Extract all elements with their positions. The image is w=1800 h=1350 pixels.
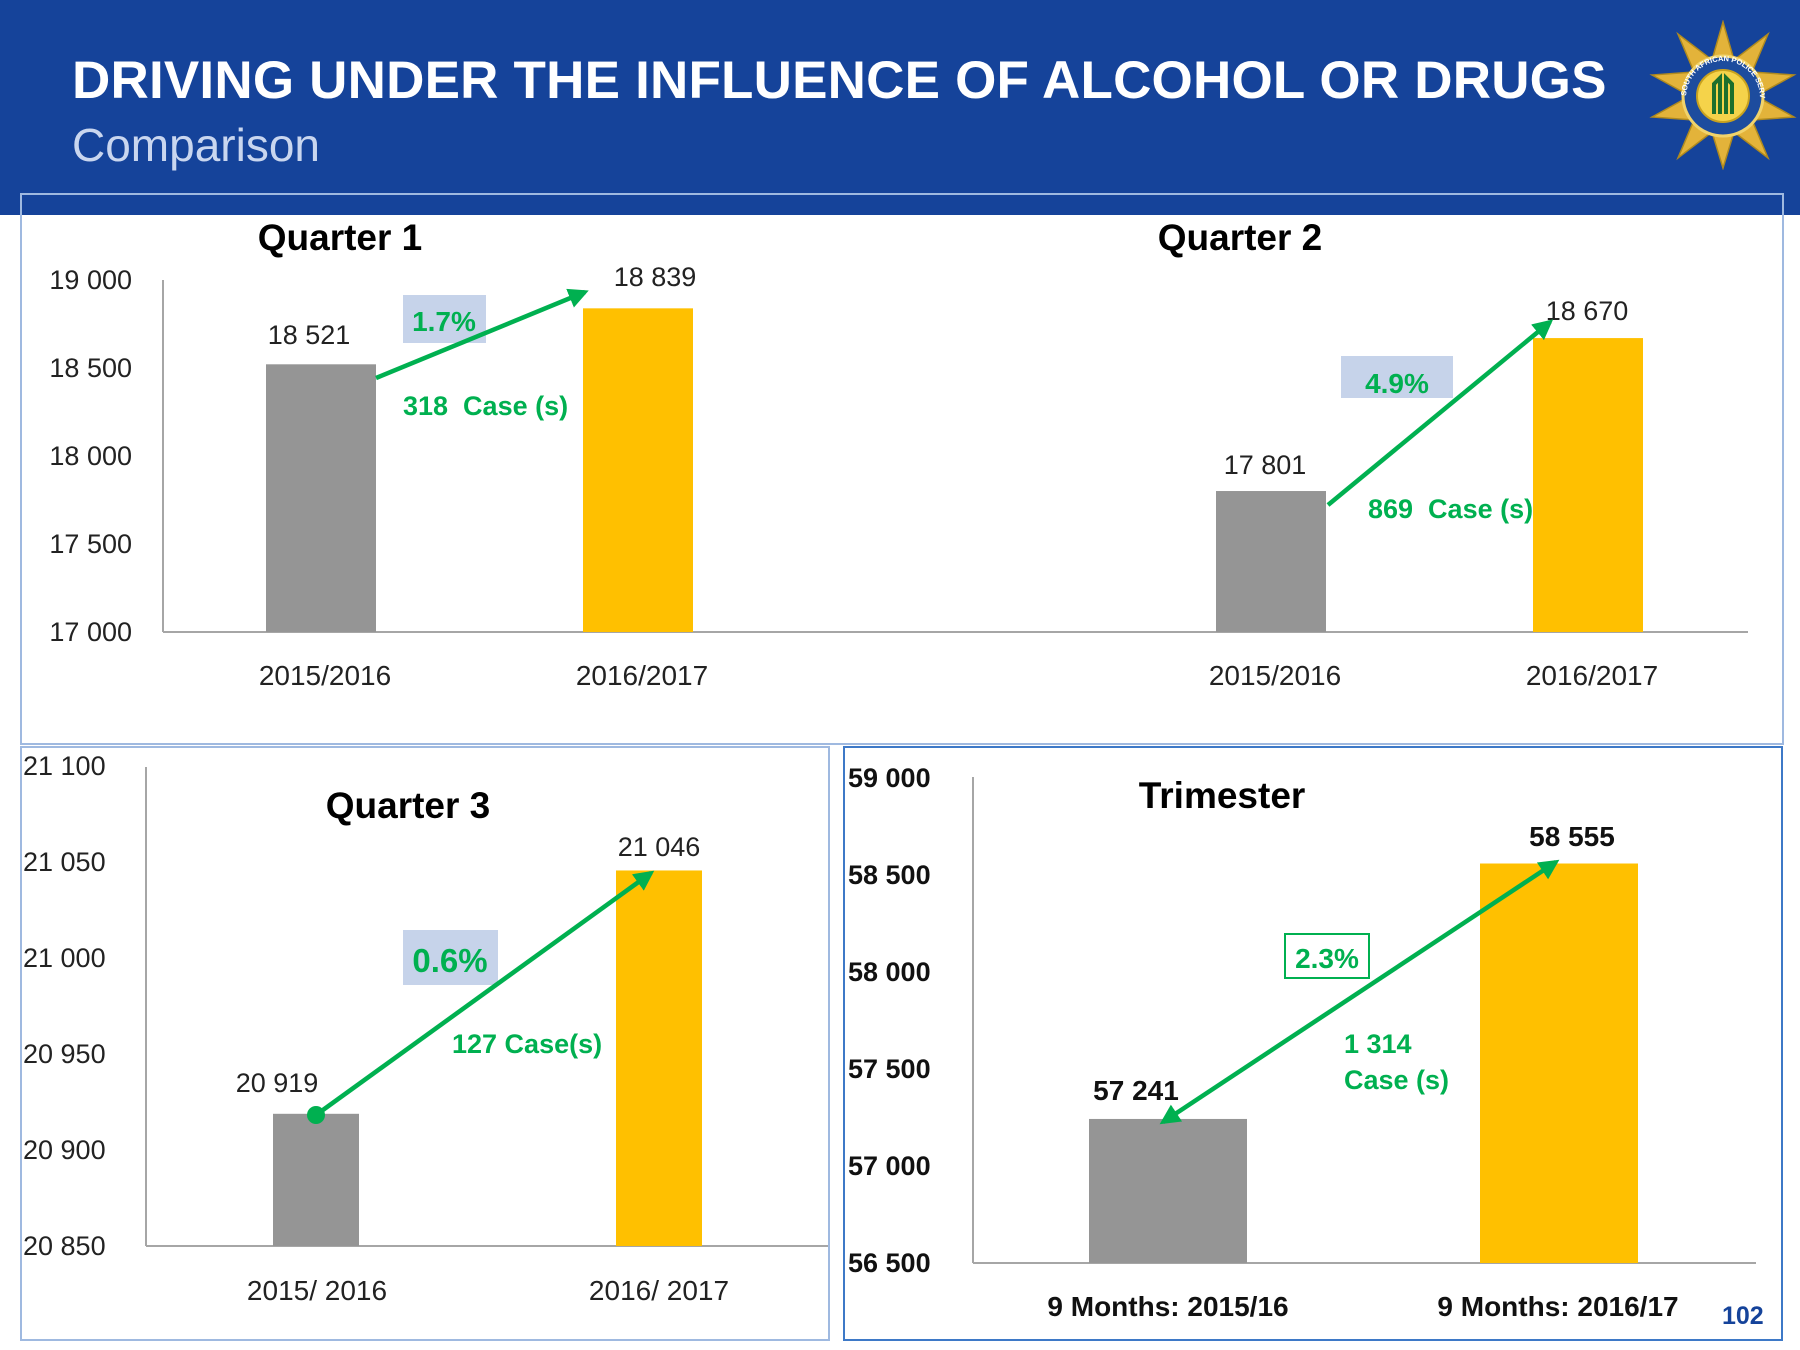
panel-trimester bbox=[843, 746, 1783, 1341]
chart-title-quarter-3: Quarter 3 bbox=[326, 785, 491, 826]
bar-trimester-2016-17 bbox=[1480, 863, 1638, 1263]
q3-ytick-label: 20 900 bbox=[23, 1135, 106, 1165]
tri-ytick-label: 59 000 bbox=[848, 763, 931, 793]
tri-ytick-label: 56 500 bbox=[848, 1248, 931, 1278]
tri-ytick-label: 57 000 bbox=[848, 1151, 931, 1181]
trend-arrow-trimester bbox=[1159, 859, 1560, 1125]
bar-q3-2016-2017 bbox=[616, 870, 702, 1246]
value-label-q1-2016-2017: 18 839 bbox=[614, 262, 697, 292]
bar-q2-2016-2017 bbox=[1533, 338, 1643, 632]
page-title: DRIVING UNDER THE INFLUENCE OF ALCOHOL O… bbox=[72, 51, 1607, 110]
x-label-q1-2016-2017: 2016/2017 bbox=[576, 660, 708, 691]
value-label-q2-2016-2017: 18 670 bbox=[1546, 296, 1629, 326]
cases-label-q1: 318 Case (s) bbox=[403, 391, 568, 421]
q12-ytick-label: 18 000 bbox=[49, 441, 132, 471]
page-number: 102 bbox=[1722, 1302, 1764, 1330]
value-label-q3-2016-2017: 21 046 bbox=[618, 832, 701, 862]
bar-q2-2015-2016 bbox=[1216, 491, 1326, 632]
q3-ytick-label: 21 100 bbox=[23, 751, 106, 781]
q12-ytick-label: 17 500 bbox=[49, 529, 132, 559]
percent-box-q1 bbox=[403, 295, 486, 343]
x-label-trimester-2015-16: 9 Months: 2015/16 bbox=[1047, 1291, 1288, 1322]
percent-label-q2: 4.9% bbox=[1365, 368, 1429, 399]
value-label-q3-2015-2016: 20 919 bbox=[236, 1068, 319, 1098]
percent-box-q2 bbox=[1341, 356, 1453, 398]
percent-label-q1: 1.7% bbox=[412, 306, 476, 337]
q12-ytick-label: 19 000 bbox=[49, 265, 132, 295]
panel-quarter-1-2 bbox=[20, 193, 1784, 745]
cases-label-trimester-line2: Case (s) bbox=[1344, 1065, 1449, 1095]
police-star-badge-icon: SOUTH AFRICAN POLICE SERVICE bbox=[1648, 20, 1797, 170]
value-label-trimester-2015-16: 57 241 bbox=[1093, 1075, 1179, 1106]
value-label-q1-2015-2016: 18 521 bbox=[268, 320, 351, 350]
value-label-q2-2015-2016: 17 801 bbox=[1224, 450, 1307, 480]
tri-ytick-label: 58 000 bbox=[848, 957, 931, 987]
bar-q1-2016-2017 bbox=[583, 308, 693, 632]
q3-ytick-label: 20 850 bbox=[23, 1231, 106, 1261]
q3-ytick-label: 20 950 bbox=[23, 1039, 106, 1069]
trend-arrow-q1 bbox=[375, 288, 589, 381]
tri-ytick-label: 57 500 bbox=[848, 1054, 931, 1084]
panel-quarter-3 bbox=[20, 746, 830, 1341]
trend-arrow-q3 bbox=[314, 870, 655, 1117]
percent-label-q3: 0.6% bbox=[412, 942, 487, 979]
x-label-q1-2015-2016: 2015/2016 bbox=[259, 660, 391, 691]
q3-ytick-label: 21 050 bbox=[23, 847, 106, 877]
value-label-trimester-2016-17: 58 555 bbox=[1529, 821, 1615, 852]
q12-ytick-label: 18 500 bbox=[49, 353, 132, 383]
q3-ytick-label: 21 000 bbox=[23, 943, 106, 973]
bar-q3-2015-2016 bbox=[273, 1113, 359, 1246]
cases-label-q3: 127 Case(s) bbox=[452, 1029, 602, 1059]
percent-box-q3 bbox=[403, 930, 498, 985]
trend-arrow-q2 bbox=[1326, 319, 1554, 507]
chart-title-quarter-2: Quarter 2 bbox=[1158, 217, 1323, 258]
x-label-trimester-2016-17: 9 Months: 2016/17 bbox=[1437, 1291, 1678, 1322]
page-subtitle: Comparison bbox=[72, 119, 320, 171]
cases-label-q2: 869 Case (s) bbox=[1368, 494, 1533, 524]
chart-title-quarter-1: Quarter 1 bbox=[258, 217, 423, 258]
header-bar: DRIVING UNDER THE INFLUENCE OF ALCOHOL O… bbox=[0, 0, 1800, 215]
percent-label-trimester: 2.3% bbox=[1295, 943, 1359, 974]
tri-ytick-label: 58 500 bbox=[848, 860, 931, 890]
x-label-q3-2015-2016: 2015/ 2016 bbox=[247, 1275, 387, 1306]
bar-trimester-2015-16 bbox=[1089, 1118, 1247, 1263]
q12-ytick-label: 17 000 bbox=[49, 617, 132, 647]
chart-title-trimester: Trimester bbox=[1139, 775, 1306, 816]
x-label-q3-2016-2017: 2016/ 2017 bbox=[589, 1275, 729, 1306]
bar-q1-2015-2016 bbox=[266, 364, 376, 632]
cases-label-trimester-line1: 1 314 bbox=[1344, 1029, 1412, 1059]
x-label-q2-2016-2017: 2016/2017 bbox=[1526, 660, 1658, 691]
x-label-q2-2015-2016: 2015/2016 bbox=[1209, 660, 1341, 691]
